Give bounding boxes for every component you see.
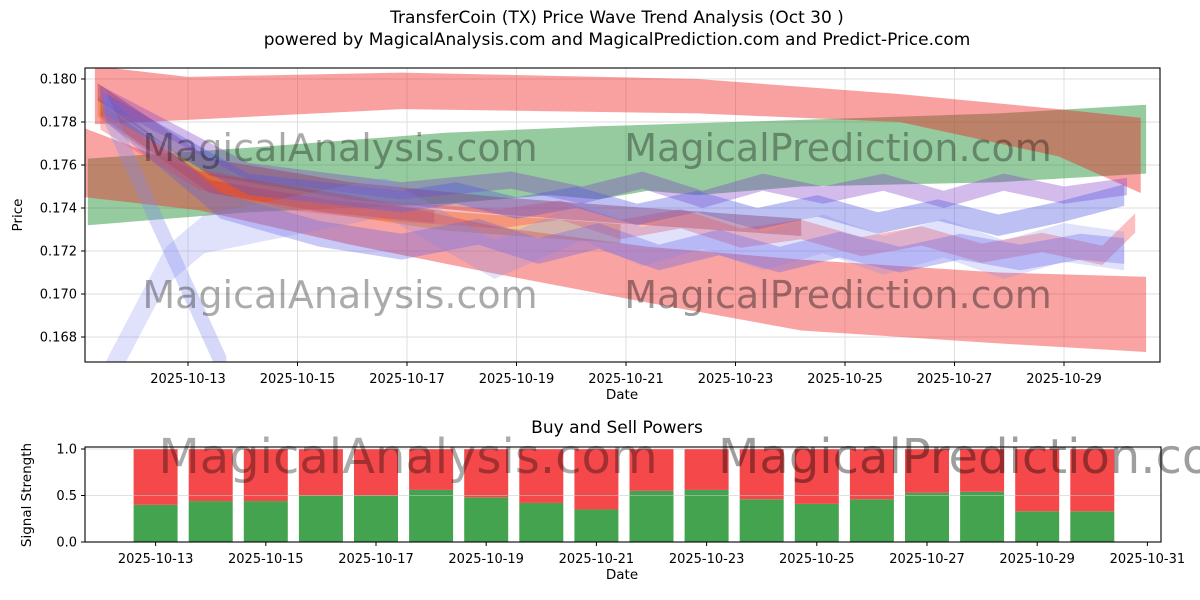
bar-buy-2025-10-21 — [574, 509, 619, 542]
x-tick-label: 2025-10-19 — [448, 552, 524, 567]
bar-sell-2025-10-17 — [354, 449, 398, 496]
y-tick-label: 0.176 — [40, 159, 77, 174]
y-tick-label: 0.180 — [40, 73, 77, 88]
bar-buy-2025-10-24 — [739, 499, 784, 542]
watermark-layer: MagicalAnalysis.com MagicalPrediction.com… — [142, 126, 1200, 485]
bar-sell-2025-10-26 — [849, 449, 894, 500]
date-axis-label-bottom: Date — [606, 567, 638, 583]
x-tick-label: 2025-10-21 — [588, 372, 664, 387]
x-tick-label: 2025-10-17 — [338, 552, 414, 567]
bar-buy-2025-10-16 — [298, 495, 343, 542]
bar-buy-2025-10-27 — [905, 492, 949, 542]
price-trend-chart: 2025-10-13 2025-10-15 2025-10-17 2025-10-19… — [10, 67, 1161, 403]
bar-buy-2025-10-18 — [409, 489, 454, 542]
bar-buy-2025-10-19 — [464, 497, 509, 542]
x-tick-label: 2025-10-23 — [669, 552, 745, 567]
bar-sell-2025-10-29 — [1015, 449, 1060, 512]
bar-sell-2025-10-18 — [409, 449, 454, 490]
y-tick-label: 0.174 — [40, 202, 77, 217]
price-chart-frame — [84, 67, 1161, 363]
x-tick-label: 2025-10-27 — [917, 372, 993, 387]
bar-sell-2025-10-23 — [684, 449, 729, 490]
x-tick-label: 2025-10-27 — [889, 552, 965, 567]
bar-buy-2025-10-15 — [243, 501, 288, 542]
bar-buy-2025-10-22 — [629, 490, 674, 542]
bar-buy-2025-10-25 — [794, 503, 839, 542]
x-tick-label: 2025-10-25 — [807, 372, 883, 387]
bar-buy-2025-10-26 — [849, 499, 894, 542]
buy-sell-powers-chart: Buy and Sell Powers 2025-10-13 2025-10-15… — [19, 418, 1185, 583]
bar-sell-2025-10-19 — [464, 449, 509, 498]
bar-sell-2025-10-21 — [574, 449, 619, 510]
watermark-text: MagicalAnalysis.com — [142, 126, 537, 170]
signal-bars — [133, 449, 1115, 542]
x-tick-label: 2025-10-23 — [698, 372, 774, 387]
date-axis-label-top: Date — [606, 387, 638, 403]
y-tick-label: 0.0 — [56, 536, 77, 551]
band-green-upper-band — [87, 104, 1147, 226]
watermark-text: MagicalPrediction.com — [718, 429, 1200, 485]
band-red-bottom-band — [85, 128, 1147, 352]
y-tick-label: 0.170 — [40, 287, 77, 302]
bar-sell-2025-10-24 — [739, 449, 784, 500]
y-tick-label: 0.178 — [40, 116, 77, 131]
band-blue-wave-1 — [103, 91, 1125, 237]
price-wave-bands — [85, 68, 1147, 362]
x-tick-label: 2025-10-17 — [369, 372, 445, 387]
bar-sell-2025-10-27 — [905, 449, 949, 493]
x-tick-label: 2025-10-29 — [1026, 372, 1102, 387]
bar-sell-2025-10-20 — [519, 449, 564, 503]
band-blue-wave-2 — [105, 96, 1125, 273]
price-axis-label: Price — [10, 199, 26, 232]
bar-buy-2025-10-13 — [133, 504, 178, 542]
figure-subtitle: powered by MagicalAnalysis.com and Magic… — [264, 30, 971, 50]
signal-axis-label: Signal Strength — [19, 443, 35, 547]
y-tick-label: 0.168 — [40, 330, 77, 345]
x-tick-label: 2025-10-13 — [150, 372, 226, 387]
bar-buy-2025-10-28 — [960, 491, 1005, 542]
x-tick-label: 2025-10-15 — [260, 372, 336, 387]
x-tick-label: 2025-10-21 — [559, 552, 635, 567]
bar-buy-2025-10-14 — [188, 501, 233, 542]
bar-sell-2025-10-25 — [794, 449, 839, 504]
x-tick-label: 2025-10-13 — [118, 552, 194, 567]
bar-sell-2025-10-16 — [298, 449, 343, 496]
x-tick-label: 2025-10-15 — [228, 552, 304, 567]
bar-sell-2025-10-22 — [629, 449, 674, 491]
bar-buy-2025-10-23 — [684, 489, 729, 542]
x-tick-label: 2025-10-25 — [779, 552, 855, 567]
band-red-mid-wave — [100, 110, 1136, 265]
band-lavender-steep-drop — [103, 85, 227, 362]
signal-chart-axes: 2025-10-13 2025-10-15 2025-10-17 2025-10-19… — [56, 443, 1185, 568]
x-tick-label: 2025-10-29 — [999, 552, 1075, 567]
bar-sell-2025-10-14 — [188, 449, 233, 502]
watermark-text: MagicalPrediction.com — [624, 273, 1052, 317]
watermark-text: MagicalPrediction.com — [624, 126, 1052, 170]
bar-buy-2025-10-20 — [519, 502, 564, 542]
y-tick-label: 0.5 — [56, 489, 77, 504]
bar-buy-2025-10-30 — [1070, 511, 1115, 542]
band-purple-wave — [100, 85, 1127, 208]
x-tick-label: 2025-10-31 — [1110, 552, 1186, 567]
band-maroon-wave — [97, 83, 802, 236]
band-orange-wave — [97, 97, 621, 244]
bar-sell-2025-10-28 — [960, 449, 1005, 492]
y-tick-label: 1.0 — [56, 443, 77, 458]
band-red-top-band — [94, 68, 1141, 193]
watermark-text: MagicalAnalysis.com — [158, 429, 657, 485]
watermark-text: MagicalAnalysis.com — [142, 273, 537, 317]
price-chart-axes: 2025-10-13 2025-10-15 2025-10-17 2025-10-19… — [40, 73, 1102, 387]
bar-buy-2025-10-17 — [354, 495, 398, 542]
figure-title: TransferCoin (TX) Price Wave Trend Analy… — [389, 8, 844, 28]
buy-sell-title: Buy and Sell Powers — [531, 418, 703, 438]
band-dark-red-wave — [100, 102, 435, 224]
signal-chart-frame — [84, 446, 1162, 543]
bar-sell-2025-10-30 — [1070, 449, 1115, 512]
bar-sell-2025-10-15 — [243, 449, 288, 502]
y-tick-label: 0.172 — [40, 245, 77, 260]
bar-buy-2025-10-29 — [1015, 511, 1060, 542]
x-tick-label: 2025-10-19 — [479, 372, 555, 387]
